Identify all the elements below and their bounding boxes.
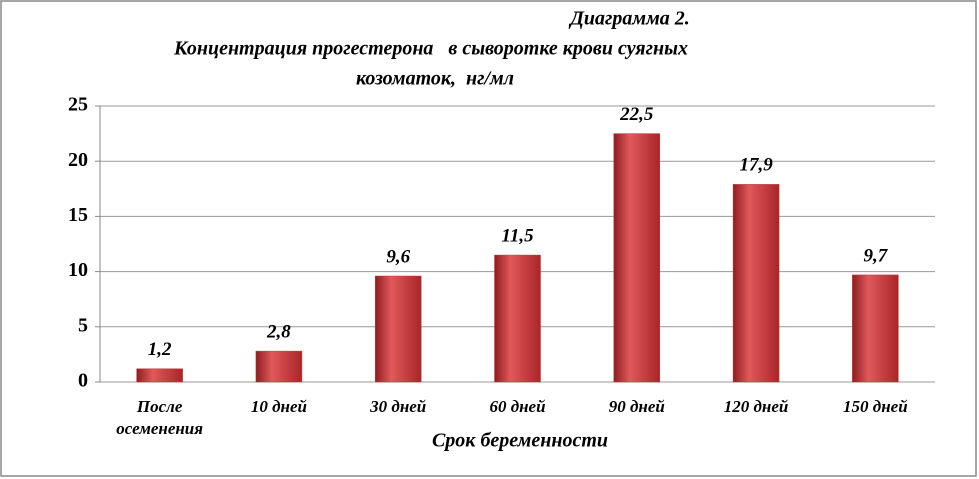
- y-tick-label: 20: [68, 149, 88, 171]
- bar: [732, 184, 780, 383]
- bar: [255, 350, 303, 383]
- data-label: 1,2: [148, 339, 172, 360]
- data-label: 11,5: [501, 225, 534, 246]
- chart-subtitle: Концентрация прогестерона в сыворотке кр…: [173, 38, 688, 60]
- data-label: 2,8: [266, 321, 291, 342]
- data-label: 17,9: [739, 155, 773, 176]
- x-tick-label: 30 дней: [370, 397, 427, 416]
- x-tick-label: 10 дней: [250, 397, 307, 416]
- x-tick-label: 60 дней: [489, 397, 546, 416]
- y-tick-label: 5: [78, 314, 88, 336]
- bar: [136, 368, 183, 383]
- chart-title: Диаграмма 2.: [568, 8, 690, 30]
- bar: [494, 254, 541, 383]
- x-axis-label: Срок беременности: [432, 430, 608, 452]
- y-tick-label: 15: [68, 204, 88, 226]
- x-tick-label: 90 дней: [608, 397, 665, 416]
- bar: [374, 275, 422, 383]
- x-tick-label: 120 дней: [723, 397, 789, 416]
- y-tick-label: 0: [78, 370, 88, 392]
- bar: [852, 274, 899, 383]
- chart-subtitle: козоматок, нг/мл: [356, 68, 514, 90]
- y-tick-label: 10: [68, 259, 88, 281]
- x-tick-label: После осеменения: [116, 397, 204, 438]
- y-tick-label: 25: [68, 94, 88, 116]
- data-label: 22,5: [619, 104, 654, 125]
- bar: [613, 133, 661, 383]
- data-label: 9,7: [863, 245, 888, 266]
- x-tick-label: 150 дней: [843, 397, 908, 416]
- data-label: 9,6: [386, 246, 410, 267]
